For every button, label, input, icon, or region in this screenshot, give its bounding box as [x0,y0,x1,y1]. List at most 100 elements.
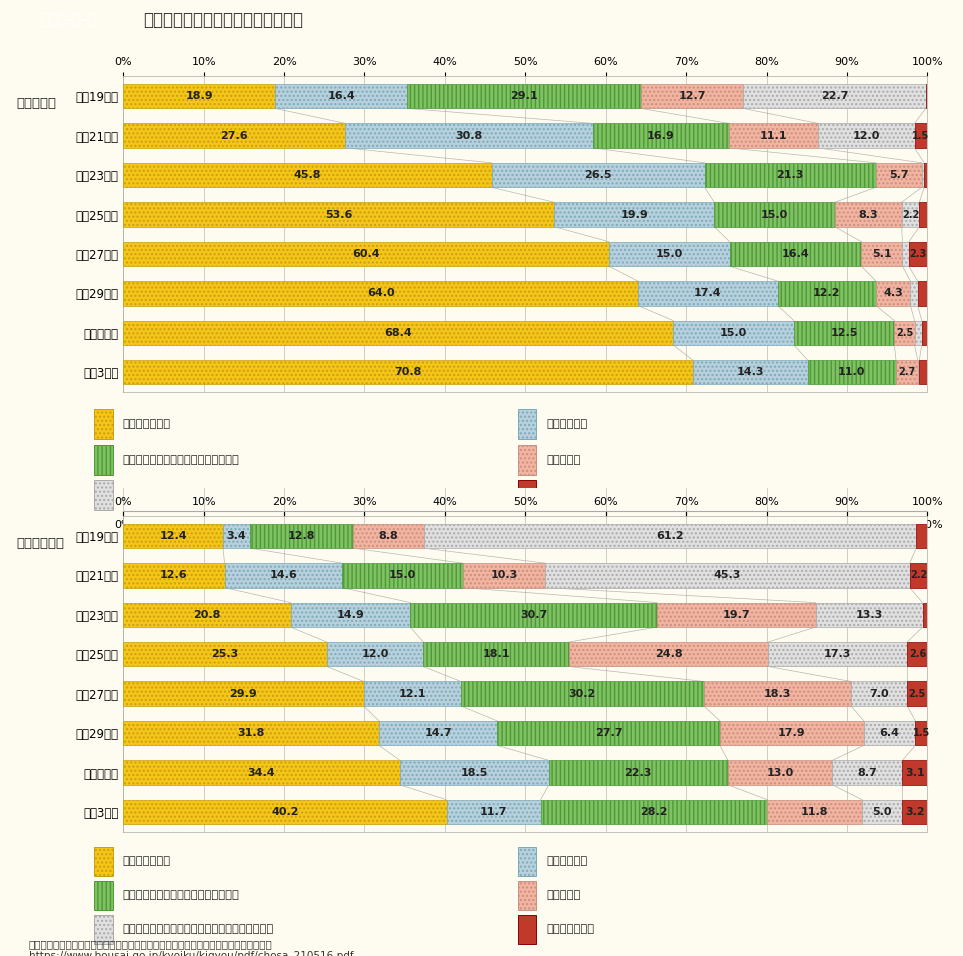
Bar [907,642,928,666]
Bar [123,242,609,266]
Text: 2.5: 2.5 [909,688,926,699]
Bar [123,84,275,108]
Text: 17.4: 17.4 [694,289,721,298]
Bar [918,281,927,306]
Bar [345,123,593,148]
Bar [94,409,113,440]
Bar [326,642,423,666]
Bar [518,445,536,475]
Text: 17.9: 17.9 [778,728,806,738]
Text: 29.1: 29.1 [510,91,538,101]
Text: 22.3: 22.3 [625,768,652,777]
Bar [925,84,928,108]
Text: 図表１-７-２: 図表１-７-２ [40,12,95,28]
Text: 22.7: 22.7 [820,91,848,101]
Text: 策定済みである: 策定済みである [123,857,170,866]
Text: 15.0: 15.0 [389,571,416,580]
Bar [902,800,928,824]
Bar [275,84,407,108]
Text: 18.9: 18.9 [186,91,213,101]
Text: 12.0: 12.0 [852,131,880,141]
Text: 18.5: 18.5 [460,768,488,777]
Bar [123,203,555,227]
Bar [728,760,832,785]
Text: 13.3: 13.3 [855,610,883,619]
Bar [291,602,410,627]
Bar [223,524,250,548]
Text: 6.4: 6.4 [879,728,899,738]
Text: 17.3: 17.3 [824,649,851,660]
Text: 14.7: 14.7 [425,728,452,738]
Bar [720,721,864,746]
Text: 14.9: 14.9 [336,610,364,619]
Text: 2.2: 2.2 [902,209,919,220]
Bar [123,721,379,746]
Bar [907,682,927,706]
Text: 策定を予定している（検討中を含む）: 策定を予定している（検討中を含む） [123,890,240,901]
Bar [835,203,901,227]
Bar [924,163,927,187]
Bar [705,163,876,187]
Bar [462,563,545,588]
Bar [555,203,715,227]
Bar [692,360,808,384]
Bar [353,524,424,548]
Text: 12.1: 12.1 [399,688,426,699]
Text: 2.7: 2.7 [898,367,916,378]
Text: 15.0: 15.0 [720,328,747,337]
Bar [862,242,902,266]
Text: 40.2: 40.2 [272,807,299,817]
Bar [540,800,768,824]
Bar [910,281,918,306]
Bar [94,915,113,944]
Text: 8.8: 8.8 [378,531,399,541]
Text: 5.7: 5.7 [889,170,909,180]
Bar [909,242,927,266]
Text: 2.3: 2.3 [909,249,926,259]
Text: 策定済みである: 策定済みである [123,420,170,429]
Text: 19.7: 19.7 [722,610,750,619]
Bar [250,524,353,548]
Text: 11.7: 11.7 [480,807,508,817]
Text: 12.8: 12.8 [288,531,316,541]
Text: 3.2: 3.2 [905,807,925,817]
Bar [123,642,326,666]
Text: 70.8: 70.8 [394,367,422,378]
Bar [123,682,364,706]
Bar [94,881,113,910]
Text: 策定中である: 策定中である [547,420,587,429]
Bar [569,642,768,666]
Bar [832,760,902,785]
Bar [518,915,536,944]
Text: 27.7: 27.7 [595,728,622,738]
Bar [518,409,536,440]
Text: その他・無回答: その他・無回答 [547,924,594,935]
Bar [916,524,926,548]
Text: 3.1: 3.1 [905,768,924,777]
Bar [518,480,536,511]
Bar [123,602,291,627]
Bar [518,847,536,876]
Text: 28.2: 28.2 [640,807,667,817]
Bar [902,760,927,785]
Text: 8.7: 8.7 [858,768,877,777]
Bar [794,320,895,345]
Bar [123,163,491,187]
Bar [902,242,909,266]
Bar [641,84,743,108]
Bar [768,800,862,824]
Bar [923,602,928,627]
Bar [549,760,728,785]
Bar [704,682,851,706]
Text: 21.3: 21.3 [776,170,804,180]
Text: 【大企業】: 【大企業】 [16,97,57,110]
Bar [545,563,910,588]
Text: 53.6: 53.6 [325,209,352,220]
Text: 出典：「令和３年度企業の事業継続及び防災の取組に関する実態調査」より内閣府作成
https://www.bousai.go.jp/kyoiku/kigyou/p: 出典：「令和３年度企業の事業継続及び防災の取組に関する実態調査」より内閣府作成 … [29,939,353,956]
Text: 12.6: 12.6 [160,571,188,580]
Bar [123,320,673,345]
Text: 11.8: 11.8 [801,807,828,817]
Text: 12.0: 12.0 [361,649,389,660]
Text: 4.3: 4.3 [883,289,903,298]
Text: 1.5: 1.5 [912,131,929,141]
